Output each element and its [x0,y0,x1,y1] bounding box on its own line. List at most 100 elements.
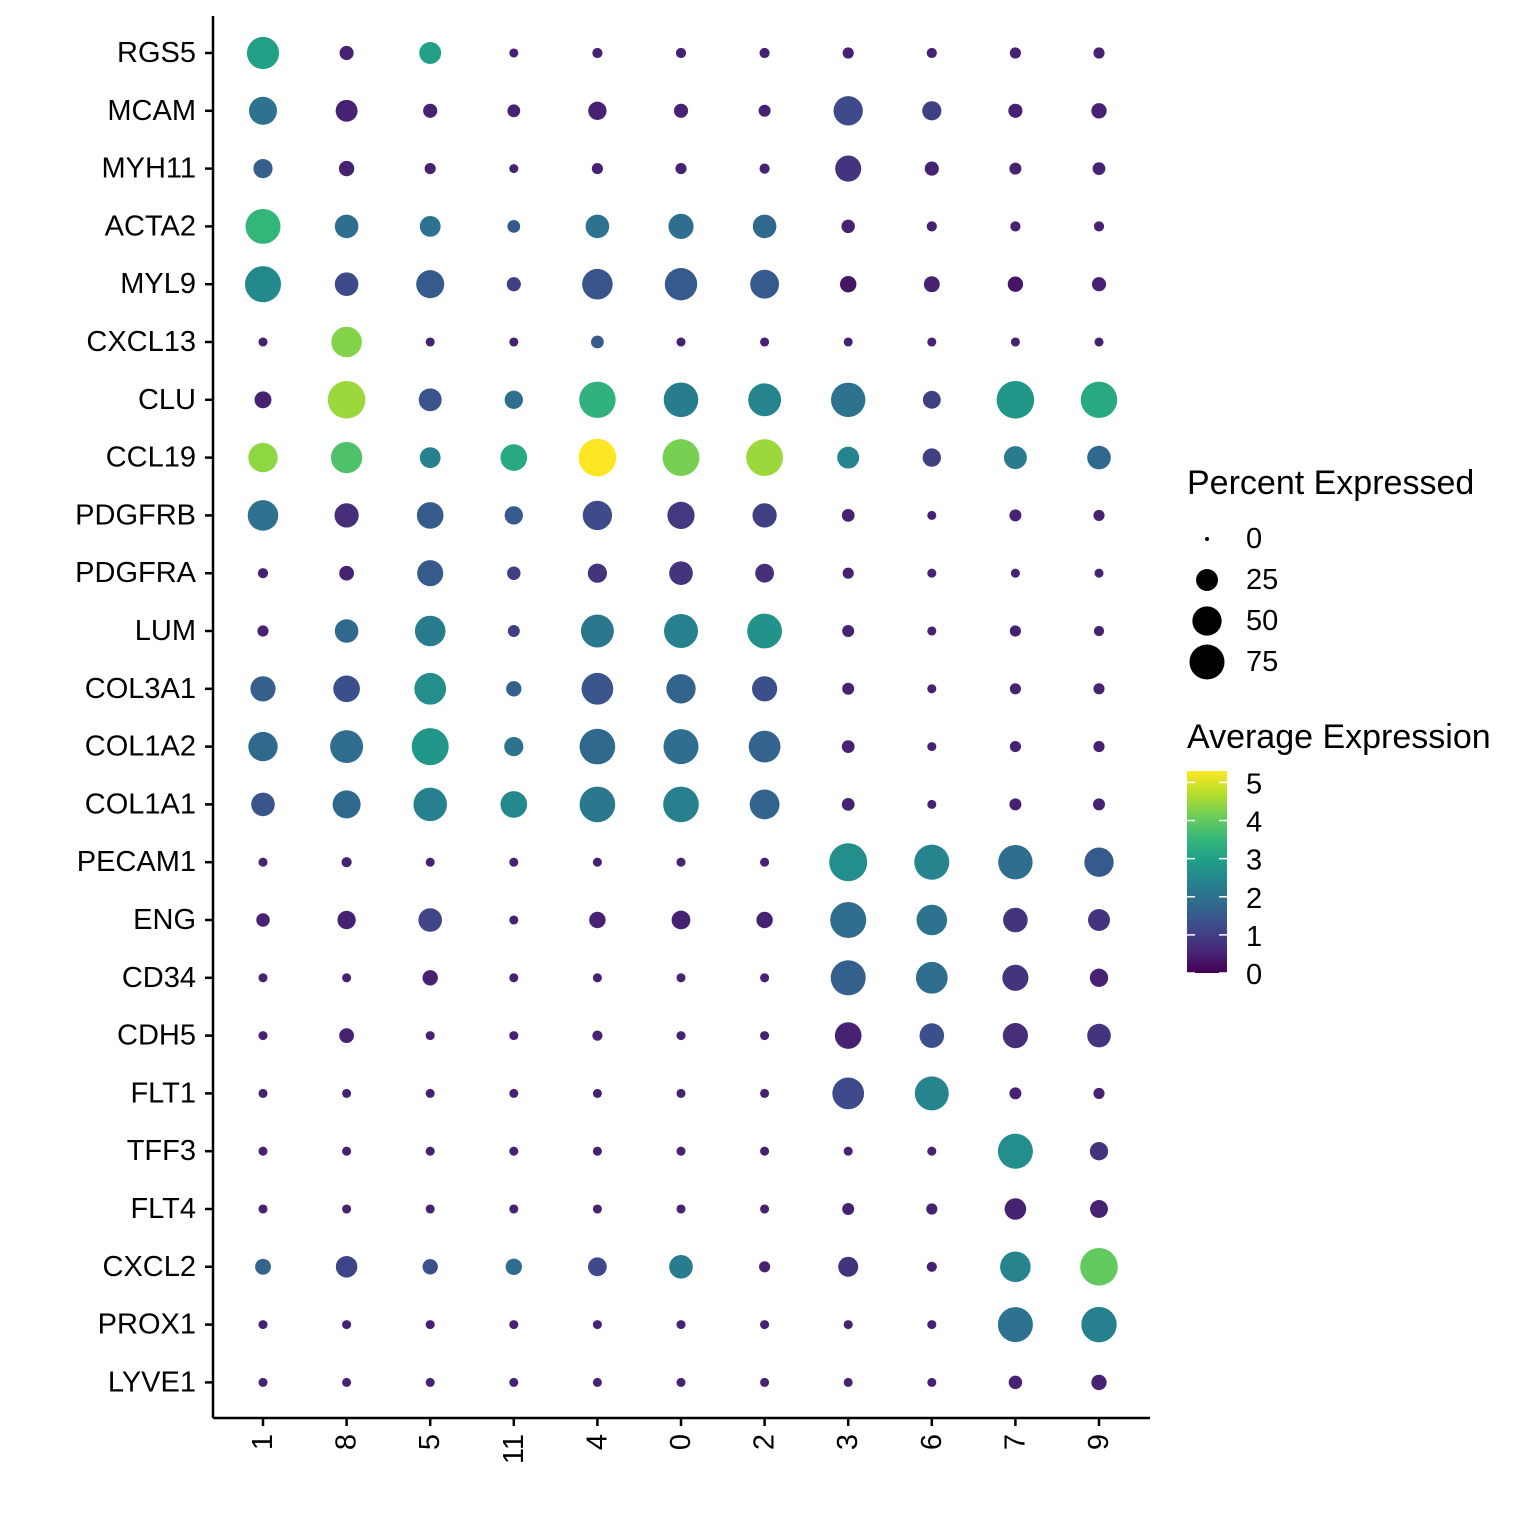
dot-myh11-cluster-7 [1009,162,1022,175]
dot-lum-cluster-9 [1093,625,1105,637]
dot-flt4-cluster-2 [760,1204,770,1214]
dot-col3a1-cluster-9 [1093,683,1105,695]
dot-acta2-cluster-5 [419,215,441,237]
dot-pdgfra-cluster-9 [1094,568,1104,578]
dot-cxcl13-cluster-3 [843,337,853,347]
dot-lum-cluster-1 [257,625,269,637]
dot-pdgfrb-cluster-2 [752,503,777,528]
dot-lum-cluster-0 [664,614,698,648]
dot-col1a2-cluster-8 [330,730,364,764]
dot-lum-cluster-7 [1009,625,1021,637]
dot-clu-cluster-4 [579,381,616,419]
dot-col1a1-cluster-7 [1009,798,1022,811]
dot-cdh5-cluster-11 [509,1031,519,1041]
dot-acta2-cluster-0 [668,213,694,239]
dot-myl9-cluster-11 [506,277,521,292]
dot-col3a1-cluster-2 [752,676,778,702]
y-tick-label: COL3A1 [85,673,196,705]
dot-tff3-cluster-8 [342,1146,352,1156]
dot-prox1-cluster-3 [843,1320,853,1330]
dot-acta2-cluster-2 [752,214,777,239]
dot-pdgfrb-cluster-9 [1093,509,1105,521]
y-tick-label: MYH11 [101,153,196,185]
dot-eng-cluster-4 [589,911,606,929]
dot-ccl19-cluster-3 [837,446,860,469]
dot-ccl19-cluster-6 [922,448,941,467]
y-tick-label: PDGFRA [75,557,197,589]
x-tick-label: 9 [1083,1434,1115,1450]
dot-myh11-cluster-0 [675,163,687,175]
dot-mcam-cluster-4 [588,101,607,120]
dot-col3a1-cluster-5 [414,672,447,705]
dot-lyve1-cluster-11 [509,1377,519,1387]
dot-col1a1-cluster-9 [1092,798,1106,811]
dot-flt1-cluster-1 [258,1088,268,1098]
y-tick-label: CLU [138,384,196,416]
dot-col3a1-cluster-11 [506,681,522,697]
dot-lyve1-cluster-3 [843,1377,853,1387]
dot-prox1-cluster-2 [760,1320,770,1330]
dot-cxcl13-cluster-5 [425,337,435,347]
dot-rgs5-cluster-5 [419,42,442,64]
dot-flt1-cluster-4 [592,1088,602,1098]
dot-flt1-cluster-11 [509,1088,519,1098]
dot-mcam-cluster-1 [248,96,278,125]
dot-myh11-cluster-8 [338,160,355,177]
x-tick-label: 11 [498,1434,530,1464]
dot-lum-cluster-5 [414,615,446,647]
dot-pecam1-cluster-4 [592,857,602,867]
dot-pecam1-cluster-3 [829,843,868,882]
dot-col1a2-cluster-9 [1093,741,1105,753]
dot-cxcl13-cluster-11 [509,337,519,347]
dot-cd34-cluster-8 [342,973,352,983]
size-legend-label: 50 [1246,605,1278,637]
dot-cxcl2-cluster-5 [422,1259,438,1275]
dot-mcam-cluster-0 [673,103,689,118]
dot-flt1-cluster-0 [676,1088,686,1098]
dot-pecam1-cluster-9 [1084,847,1114,877]
colorbar-label: 5 [1246,768,1262,800]
dot-cd34-cluster-4 [592,973,602,983]
dot-eng-cluster-2 [756,911,773,929]
dot-col3a1-cluster-4 [581,672,614,705]
y-tick-label: MYL9 [120,268,196,300]
dot-rgs5-cluster-0 [675,47,687,59]
y-tick-label: PECAM1 [77,846,196,878]
color-legend-title: Average Expression [1187,718,1491,756]
colorbar-label: 0 [1246,959,1262,991]
dot-pdgfra-cluster-11 [507,566,521,580]
y-tick-label: ENG [133,904,196,936]
dot-eng-cluster-1 [256,913,270,927]
dot-myh11-cluster-9 [1092,162,1106,175]
dot-cd34-cluster-1 [258,973,268,983]
dot-pecam1-cluster-1 [258,857,268,867]
dot-col1a1-cluster-0 [663,786,699,823]
dot-cdh5-cluster-6 [919,1023,945,1048]
x-tick-label: 7 [999,1434,1031,1450]
dot-prox1-cluster-8 [342,1320,352,1330]
dot-cd34-cluster-11 [509,973,519,983]
dot-mcam-cluster-7 [1008,103,1023,118]
dot-clu-cluster-5 [418,388,442,412]
dot-acta2-cluster-6 [926,221,937,232]
x-axis: 1 8 5 11 4 0 2 3 6 7 9 [213,1416,1150,1464]
dot-eng-cluster-0 [671,910,691,930]
dot-clu-cluster-1 [254,391,272,409]
dot-clu-cluster-7 [996,380,1035,419]
dot-clu-cluster-2 [748,383,782,417]
dot-cxcl2-cluster-7 [1000,1251,1031,1283]
dot-tff3-cluster-11 [509,1146,519,1156]
dot-col3a1-cluster-1 [250,676,276,702]
dot-col1a2-cluster-4 [579,728,616,765]
dot-eng-cluster-5 [418,908,443,932]
y-axis: RGS5 MCAM MYH11 ACTA2 MYL9 CXCL13 CLU CCL19 PDGF… [75,16,215,1418]
x-tick-label: 8 [331,1434,363,1450]
dot-lum-cluster-3 [842,624,855,638]
dot-rgs5-cluster-6 [926,47,937,59]
y-tick-label: FLT1 [130,1077,196,1109]
dot-eng-cluster-6 [916,904,948,936]
dot-myl9-cluster-3 [839,275,857,293]
dot-lyve1-cluster-2 [760,1377,770,1387]
dot-ccl19-cluster-11 [500,444,528,471]
x-tick-label: 0 [665,1434,697,1450]
